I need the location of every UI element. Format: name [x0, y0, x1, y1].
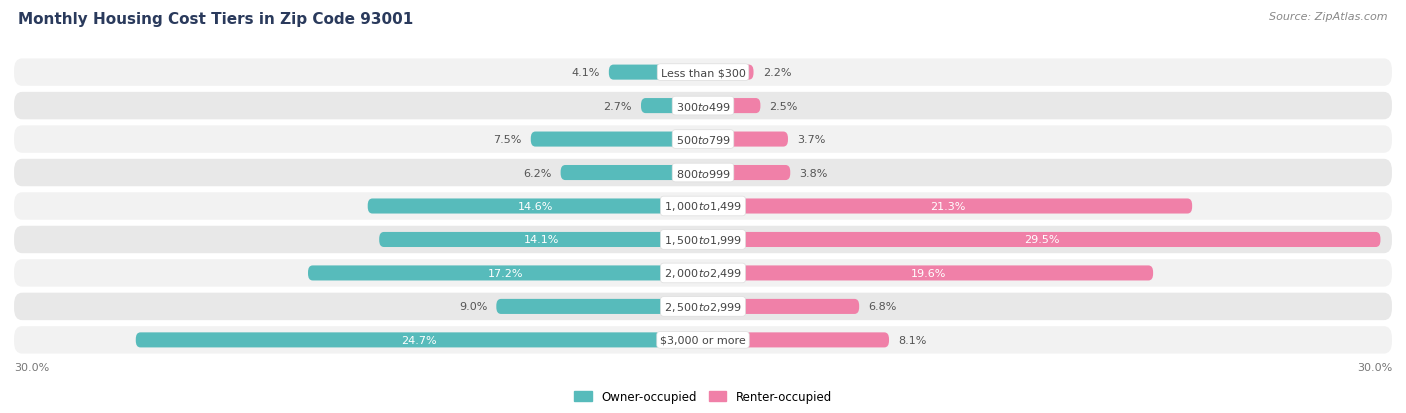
FancyBboxPatch shape: [703, 99, 761, 114]
Text: 6.8%: 6.8%: [869, 301, 897, 312]
FancyBboxPatch shape: [641, 99, 703, 114]
FancyBboxPatch shape: [14, 226, 1392, 254]
Text: $1,000 to $1,499: $1,000 to $1,499: [664, 200, 742, 213]
Text: 17.2%: 17.2%: [488, 268, 523, 278]
Text: 2.5%: 2.5%: [769, 101, 799, 112]
Text: Source: ZipAtlas.com: Source: ZipAtlas.com: [1270, 12, 1388, 22]
FancyBboxPatch shape: [14, 126, 1392, 153]
Text: 14.1%: 14.1%: [523, 235, 558, 245]
FancyBboxPatch shape: [703, 266, 1153, 281]
Text: $2,000 to $2,499: $2,000 to $2,499: [664, 267, 742, 280]
Text: $800 to $999: $800 to $999: [675, 167, 731, 179]
Text: 3.8%: 3.8%: [800, 168, 828, 178]
Text: $300 to $499: $300 to $499: [675, 100, 731, 112]
FancyBboxPatch shape: [14, 93, 1392, 120]
FancyBboxPatch shape: [703, 132, 787, 147]
Text: $2,500 to $2,999: $2,500 to $2,999: [664, 300, 742, 313]
Text: 3.7%: 3.7%: [797, 135, 825, 145]
Text: 2.7%: 2.7%: [603, 101, 631, 112]
FancyBboxPatch shape: [14, 260, 1392, 287]
Text: 9.0%: 9.0%: [458, 301, 486, 312]
Text: 30.0%: 30.0%: [14, 362, 49, 372]
Text: 2.2%: 2.2%: [762, 68, 792, 78]
FancyBboxPatch shape: [308, 266, 703, 281]
FancyBboxPatch shape: [380, 233, 703, 247]
Text: $500 to $799: $500 to $799: [675, 134, 731, 146]
Text: 21.3%: 21.3%: [929, 202, 966, 211]
FancyBboxPatch shape: [703, 65, 754, 81]
FancyBboxPatch shape: [368, 199, 703, 214]
Text: Monthly Housing Cost Tiers in Zip Code 93001: Monthly Housing Cost Tiers in Zip Code 9…: [18, 12, 413, 27]
Text: $3,000 or more: $3,000 or more: [661, 335, 745, 345]
Legend: Owner-occupied, Renter-occupied: Owner-occupied, Renter-occupied: [569, 385, 837, 408]
FancyBboxPatch shape: [609, 65, 703, 81]
Text: Less than $300: Less than $300: [661, 68, 745, 78]
Text: 19.6%: 19.6%: [910, 268, 946, 278]
Text: $1,500 to $1,999: $1,500 to $1,999: [664, 233, 742, 247]
FancyBboxPatch shape: [496, 299, 703, 314]
FancyBboxPatch shape: [531, 132, 703, 147]
FancyBboxPatch shape: [703, 199, 1192, 214]
FancyBboxPatch shape: [14, 193, 1392, 220]
Text: 24.7%: 24.7%: [402, 335, 437, 345]
Text: 8.1%: 8.1%: [898, 335, 927, 345]
FancyBboxPatch shape: [703, 299, 859, 314]
FancyBboxPatch shape: [14, 293, 1392, 320]
Text: 6.2%: 6.2%: [523, 168, 551, 178]
FancyBboxPatch shape: [703, 233, 1381, 247]
FancyBboxPatch shape: [14, 326, 1392, 354]
Text: 30.0%: 30.0%: [1357, 362, 1392, 372]
Text: 29.5%: 29.5%: [1024, 235, 1060, 245]
FancyBboxPatch shape: [703, 166, 790, 180]
Text: 14.6%: 14.6%: [517, 202, 553, 211]
FancyBboxPatch shape: [14, 59, 1392, 87]
Text: 4.1%: 4.1%: [571, 68, 599, 78]
Text: 7.5%: 7.5%: [494, 135, 522, 145]
FancyBboxPatch shape: [136, 332, 703, 348]
FancyBboxPatch shape: [14, 159, 1392, 187]
FancyBboxPatch shape: [561, 166, 703, 180]
FancyBboxPatch shape: [703, 332, 889, 348]
